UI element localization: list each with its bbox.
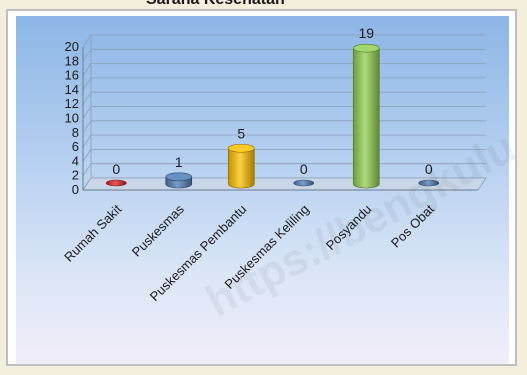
grid-depth-line <box>82 63 92 76</box>
y-tick-label: 20 <box>65 39 79 54</box>
data-label: 0 <box>425 161 433 177</box>
y-tick-label: 0 <box>72 182 79 197</box>
data-label: 0 <box>112 161 120 177</box>
grid-depth-line <box>82 106 92 119</box>
grid-depth-line <box>82 120 92 134</box>
grid-depth-line <box>82 163 92 176</box>
data-label: 1 <box>175 154 183 170</box>
data-label: 0 <box>300 161 308 177</box>
bar-posyandu <box>352 47 380 189</box>
bar-top <box>352 43 380 53</box>
grid-depth-line <box>82 49 92 62</box>
y-tick-label: 6 <box>72 139 79 154</box>
bar-top <box>165 172 193 182</box>
grid-depth-line <box>82 34 92 48</box>
grid-depth-line <box>82 149 92 162</box>
x-tick-label: Pos Obat <box>388 201 437 250</box>
grid-depth-line <box>82 134 92 148</box>
y-tick-label: 2 <box>72 168 79 183</box>
data-label: 19 <box>358 25 374 41</box>
bar-top <box>227 143 255 153</box>
y-tick-label: 4 <box>72 153 79 168</box>
y-tick-label: 18 <box>65 53 79 68</box>
bars <box>105 43 440 189</box>
x-tick-label: Posyandu <box>323 202 374 253</box>
y-tick-label: 10 <box>65 111 79 126</box>
bar-pos-obat <box>418 179 440 187</box>
x-tick-label: Puskesmas <box>129 201 187 259</box>
grid-depth-line <box>82 77 92 91</box>
bar-puskesmas-pembantu <box>227 147 255 189</box>
data-label: 5 <box>237 125 245 141</box>
bar-rumah-sakit <box>105 179 127 187</box>
gridlines <box>82 34 486 191</box>
y-tick-label: 12 <box>65 96 79 111</box>
grid-depth-line <box>82 91 92 105</box>
bar-puskesmas-keliling <box>293 179 315 187</box>
y-tick-label: 8 <box>72 125 79 140</box>
data-labels: 0 1 5 0 19 0 <box>112 25 433 177</box>
y-tick-label: 16 <box>65 68 79 83</box>
title-strip: Sarana Kesehatan <box>0 0 527 10</box>
page-title: Sarana Kesehatan <box>146 0 285 9</box>
x-tick-label: Rumah Sakit <box>61 201 125 265</box>
y-tick-label: 14 <box>65 82 79 97</box>
